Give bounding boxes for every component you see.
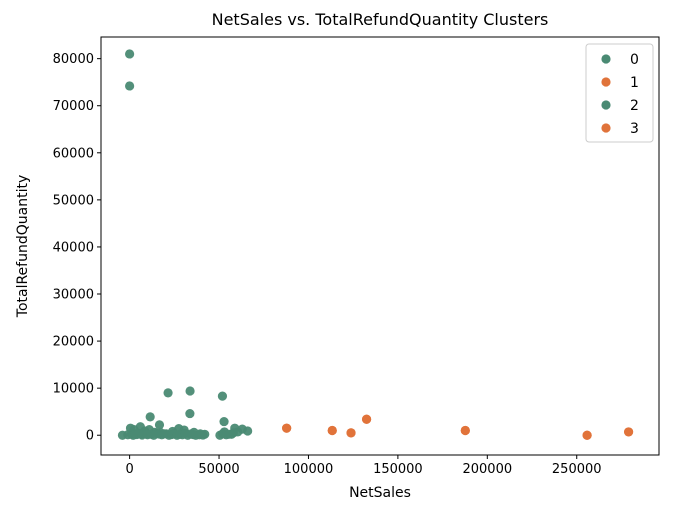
data-point-series-0 [219,416,229,427]
x-tick-label: 200000 [462,462,512,477]
x-axis-label: NetSales [349,485,411,501]
y-axis: 0 10000 20000 30000 40000 50000 60000 70000 8000… [53,52,101,444]
data-point-series-2 [243,426,253,436]
legend-marker [601,54,611,64]
data-point-series-3 [282,423,292,433]
x-tick-label: 250000 [552,462,602,477]
data-point-series-0 [125,81,135,91]
x-tick-label: 50000 [198,462,239,477]
legend-marker [601,123,611,133]
data-point-series-0 [125,49,135,59]
y-tick-label: 80000 [53,52,94,67]
y-tick-label: 0 [86,429,94,444]
data-point-series-0 [185,408,195,419]
data-point-series-0 [154,420,165,430]
data-point-series-0 [163,388,173,398]
y-tick-label: 60000 [53,146,94,161]
legend-label: 2 [630,98,639,114]
legend-marker [601,77,611,87]
data-point-series-3 [361,414,372,424]
x-tick-label: 150000 [373,462,423,477]
x-axis: 0 50000 100000 150000 200000 250000 [125,455,602,477]
legend-marker [601,100,611,110]
legend: 0 1 2 3 [585,43,654,143]
data-point-series-3 [623,427,634,437]
legend-label: 3 [630,121,639,137]
legend-box [585,43,654,143]
data-point-series-3 [327,425,337,436]
y-tick-label: 50000 [53,193,94,208]
y-tick-label: 20000 [53,335,94,350]
plot-frame [100,36,660,456]
legend-label: 1 [630,75,639,91]
data-point-series-0 [217,391,228,401]
data-points [117,49,634,440]
y-tick-label: 40000 [53,240,94,255]
y-axis-label: TotalRefundQuantity [15,175,31,318]
data-point-series-3 [346,428,356,438]
x-tick-label: 0 [125,462,133,477]
data-point-series-2 [198,430,208,440]
y-tick-label: 70000 [53,99,94,114]
data-point-series-0 [185,386,195,396]
x-tick-label: 100000 [284,462,334,477]
data-point-series-3 [582,430,592,440]
chart-title: NetSales vs. TotalRefundQuantity Cluster… [212,10,549,29]
legend-label: 0 [630,52,639,68]
data-point-series-3 [460,425,470,436]
data-point-series-0 [145,412,155,422]
y-tick-label: 30000 [53,288,94,303]
y-tick-label: 10000 [53,382,94,397]
